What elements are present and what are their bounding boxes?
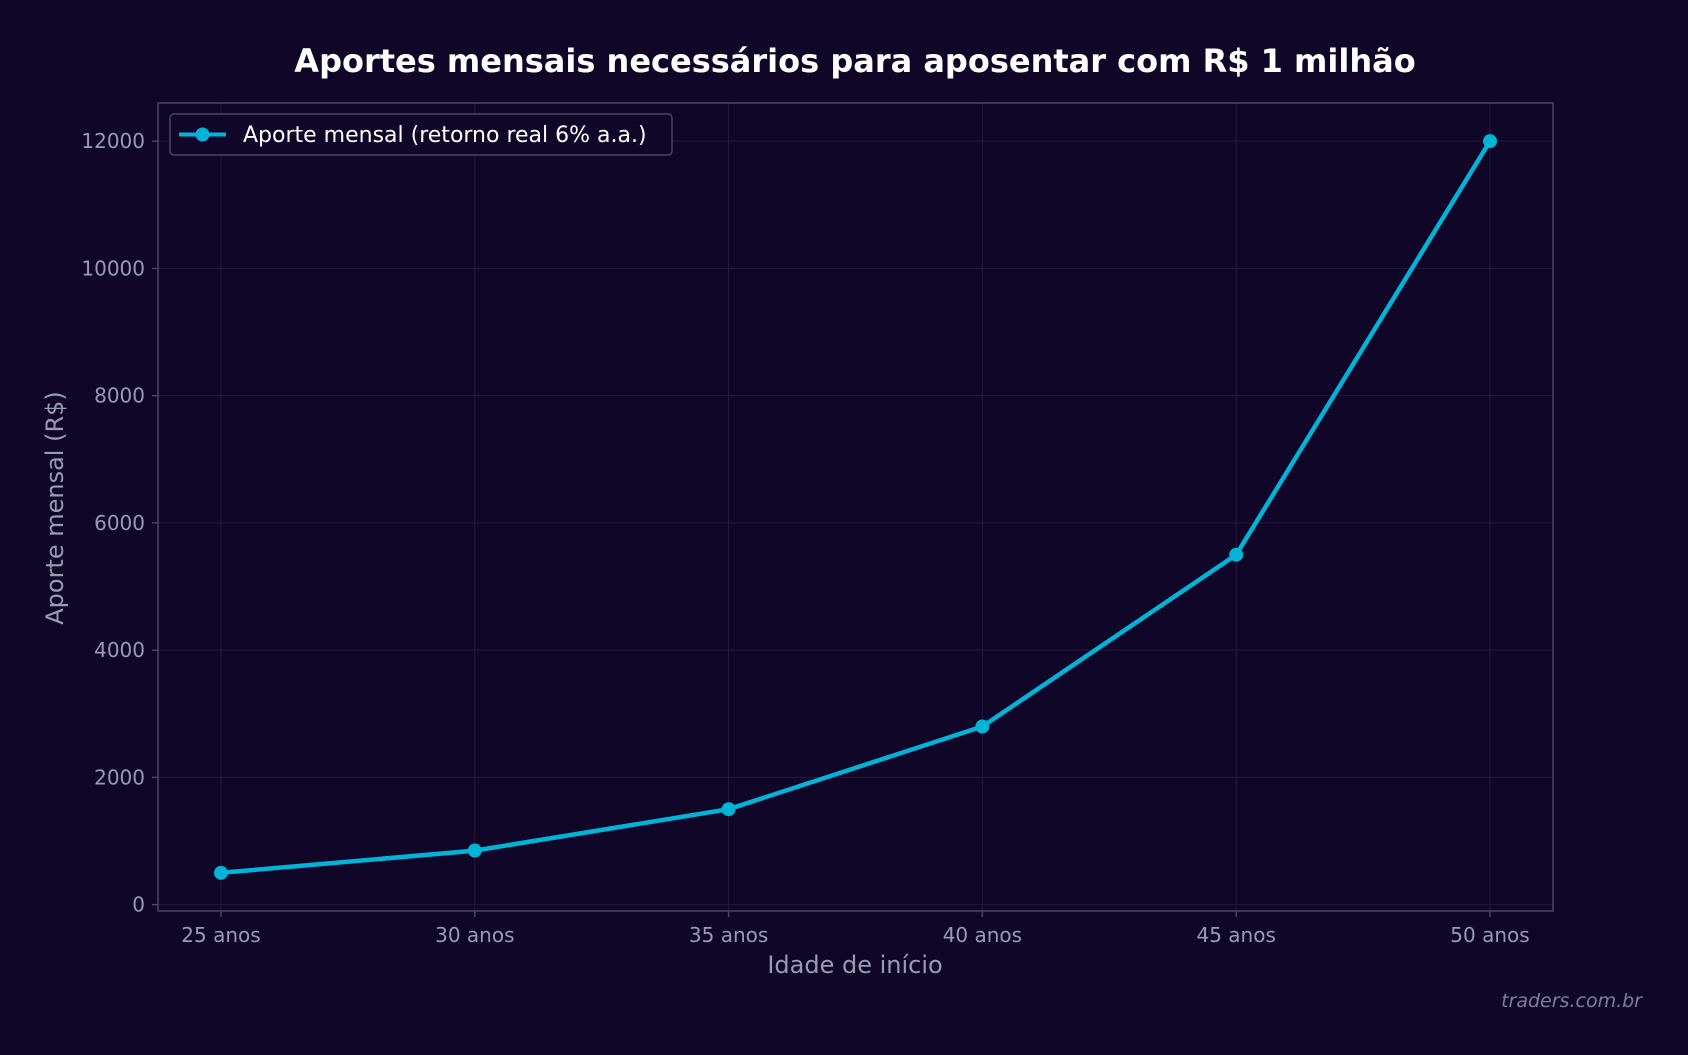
x-axis-label: Idade de início (767, 951, 942, 979)
x-tick-label: 45 anos (1196, 923, 1275, 947)
data-point (1229, 547, 1244, 562)
x-axis-ticks: 25 anos 30 anos 35 anos 40 anos 45 anos 50 an… (181, 911, 1530, 947)
y-tick-label: 12000 (81, 129, 145, 153)
watermark: traders.com.br (1501, 990, 1643, 1012)
grid (158, 103, 1553, 911)
series-line (218, 138, 1493, 876)
y-tick-label: 10000 (81, 256, 145, 280)
y-tick-label: 4000 (94, 638, 145, 662)
x-tick-label: 40 anos (943, 923, 1022, 947)
chart-title: Aportes mensais necessários para aposent… (294, 42, 1415, 80)
x-tick-label: 30 anos (435, 923, 514, 947)
plot-area-frame (157, 102, 1554, 912)
data-point (467, 843, 482, 858)
series-layer (214, 134, 1497, 880)
x-tick-label: 50 anos (1450, 923, 1529, 947)
y-tick-label: 2000 (94, 765, 145, 789)
legend-series-label: Aporte mensal (retorno real 6% a.a.) (243, 123, 647, 148)
data-point (214, 865, 228, 880)
y-tick-label: 8000 (94, 384, 145, 408)
x-tick-label: 25 anos (181, 923, 260, 947)
legend: Aporte mensal (retorno real 6% a.a.) (169, 113, 673, 156)
y-axis-label: Aporte mensal (R$) (41, 391, 69, 625)
legend-series-marker (195, 127, 210, 142)
y-tick-label: 0 (132, 893, 145, 917)
data-point (721, 802, 736, 817)
x-tick-label: 35 anos (689, 923, 768, 947)
data-point (1483, 134, 1497, 149)
legend-box (169, 113, 673, 156)
data-point (975, 719, 990, 734)
y-axis-ticks: 0 2000 4000 6000 8000 10000 12000 (81, 129, 158, 917)
y-tick-label: 6000 (94, 511, 145, 535)
